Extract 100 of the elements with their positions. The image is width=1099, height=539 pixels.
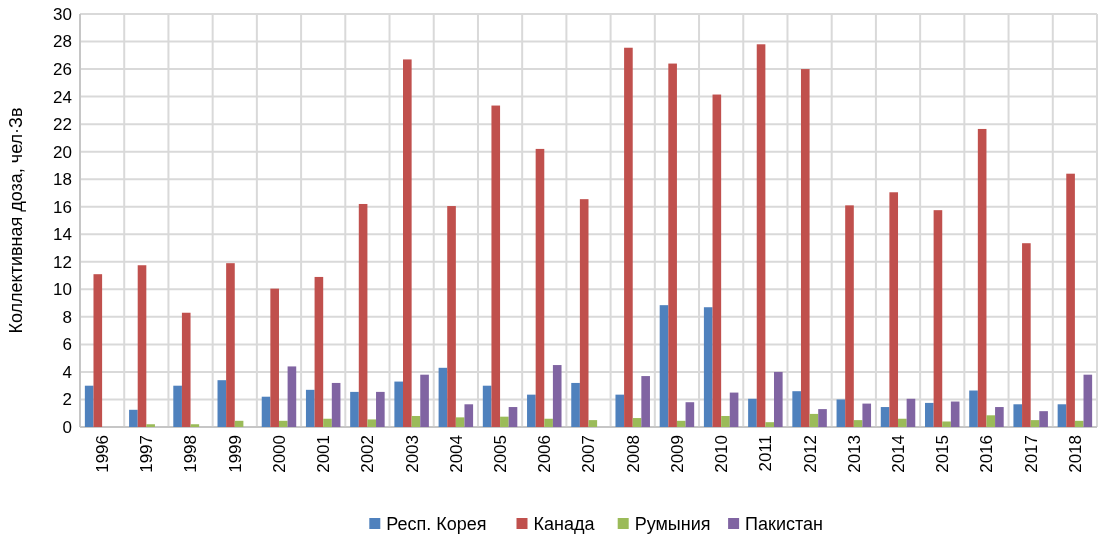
bar xyxy=(527,394,536,427)
y-tick-label: 22 xyxy=(53,115,72,135)
bar xyxy=(712,94,722,427)
bar xyxy=(588,420,598,427)
bar xyxy=(278,420,288,427)
y-tick-label: 24 xyxy=(53,87,72,107)
x-tick-label: 1998 xyxy=(181,435,201,473)
bar xyxy=(721,415,730,427)
bar xyxy=(482,385,492,427)
y-tick-label: 12 xyxy=(53,252,72,272)
bar xyxy=(93,274,103,427)
x-tick-label: 1997 xyxy=(137,435,157,473)
bar xyxy=(836,399,846,427)
bar xyxy=(703,307,713,427)
x-tick-label: 2003 xyxy=(402,435,422,473)
bar xyxy=(305,389,315,427)
bar xyxy=(137,265,147,427)
bar xyxy=(535,148,545,427)
bar xyxy=(376,391,385,427)
bar xyxy=(986,415,996,427)
bar xyxy=(729,392,739,427)
bar xyxy=(880,407,890,427)
y-tick-label: 4 xyxy=(62,362,72,382)
bar xyxy=(455,417,465,427)
x-tick-label: 2007 xyxy=(579,435,599,473)
bar xyxy=(261,396,271,427)
bar xyxy=(146,424,155,427)
bar xyxy=(314,276,324,427)
x-tick-label: 2006 xyxy=(535,435,555,473)
x-tick-label: 2012 xyxy=(800,435,820,473)
bar xyxy=(969,390,978,427)
x-tick-label: 2014 xyxy=(888,435,908,473)
bar xyxy=(394,381,404,427)
bar xyxy=(1057,404,1067,427)
x-tick-label: 2018 xyxy=(1065,435,1085,473)
bar xyxy=(350,391,359,427)
bar xyxy=(234,420,244,427)
x-tick-label: 2005 xyxy=(491,435,511,473)
bar xyxy=(331,382,341,427)
bar xyxy=(950,401,960,427)
bar xyxy=(809,413,819,427)
bar xyxy=(1039,411,1048,427)
bar xyxy=(1083,374,1093,427)
bar xyxy=(773,371,783,427)
bar xyxy=(173,385,182,427)
bar xyxy=(84,385,94,427)
x-tick-label: 2011 xyxy=(756,435,776,472)
bar xyxy=(544,418,553,427)
bar xyxy=(508,407,518,427)
bar xyxy=(491,105,501,427)
bar xyxy=(1074,420,1084,427)
bar xyxy=(579,199,589,427)
x-tick-label: 2013 xyxy=(844,435,864,473)
bar xyxy=(226,263,235,427)
y-tick-label: 2 xyxy=(62,390,72,410)
bar xyxy=(447,206,456,427)
bar xyxy=(571,382,580,427)
y-tick-label: 0 xyxy=(62,417,72,437)
bar xyxy=(889,192,899,427)
bar xyxy=(659,305,669,427)
x-tick-label: 1996 xyxy=(93,435,113,473)
x-tick-label: 2004 xyxy=(446,435,466,473)
bar xyxy=(906,398,916,427)
bar xyxy=(995,407,1004,427)
legend-label: Канада xyxy=(533,514,596,535)
y-tick-label: 14 xyxy=(53,225,72,245)
y-tick-label: 16 xyxy=(53,197,72,217)
y-tick-label: 30 xyxy=(53,4,72,24)
x-tick-label: 1999 xyxy=(225,435,245,473)
bar xyxy=(438,367,448,427)
bar xyxy=(358,203,368,427)
bar xyxy=(129,409,138,427)
y-tick-label: 28 xyxy=(53,32,72,52)
bar xyxy=(1066,173,1075,427)
bar xyxy=(685,402,695,427)
bar xyxy=(323,418,332,427)
bar xyxy=(818,409,827,427)
bar xyxy=(1022,243,1031,427)
bar xyxy=(933,210,943,427)
x-tick-label: 2001 xyxy=(314,435,334,473)
y-tick-label: 20 xyxy=(53,142,72,162)
x-tick-label: 2010 xyxy=(712,435,732,473)
bar xyxy=(403,59,412,427)
bar xyxy=(190,424,200,427)
bar xyxy=(800,69,810,427)
bar xyxy=(756,44,766,427)
bar xyxy=(367,419,377,427)
bar xyxy=(748,398,757,427)
bar xyxy=(898,418,907,427)
bar xyxy=(464,404,474,427)
bar xyxy=(624,47,633,427)
bar xyxy=(942,421,951,427)
y-tick-label: 10 xyxy=(53,280,72,300)
bar xyxy=(924,402,934,427)
x-tick-label: 2009 xyxy=(667,435,687,473)
x-tick-label: 2000 xyxy=(269,435,289,473)
bar xyxy=(862,403,872,427)
bar xyxy=(181,312,191,427)
bar xyxy=(500,416,509,427)
legend-label: Румыния xyxy=(634,514,711,535)
